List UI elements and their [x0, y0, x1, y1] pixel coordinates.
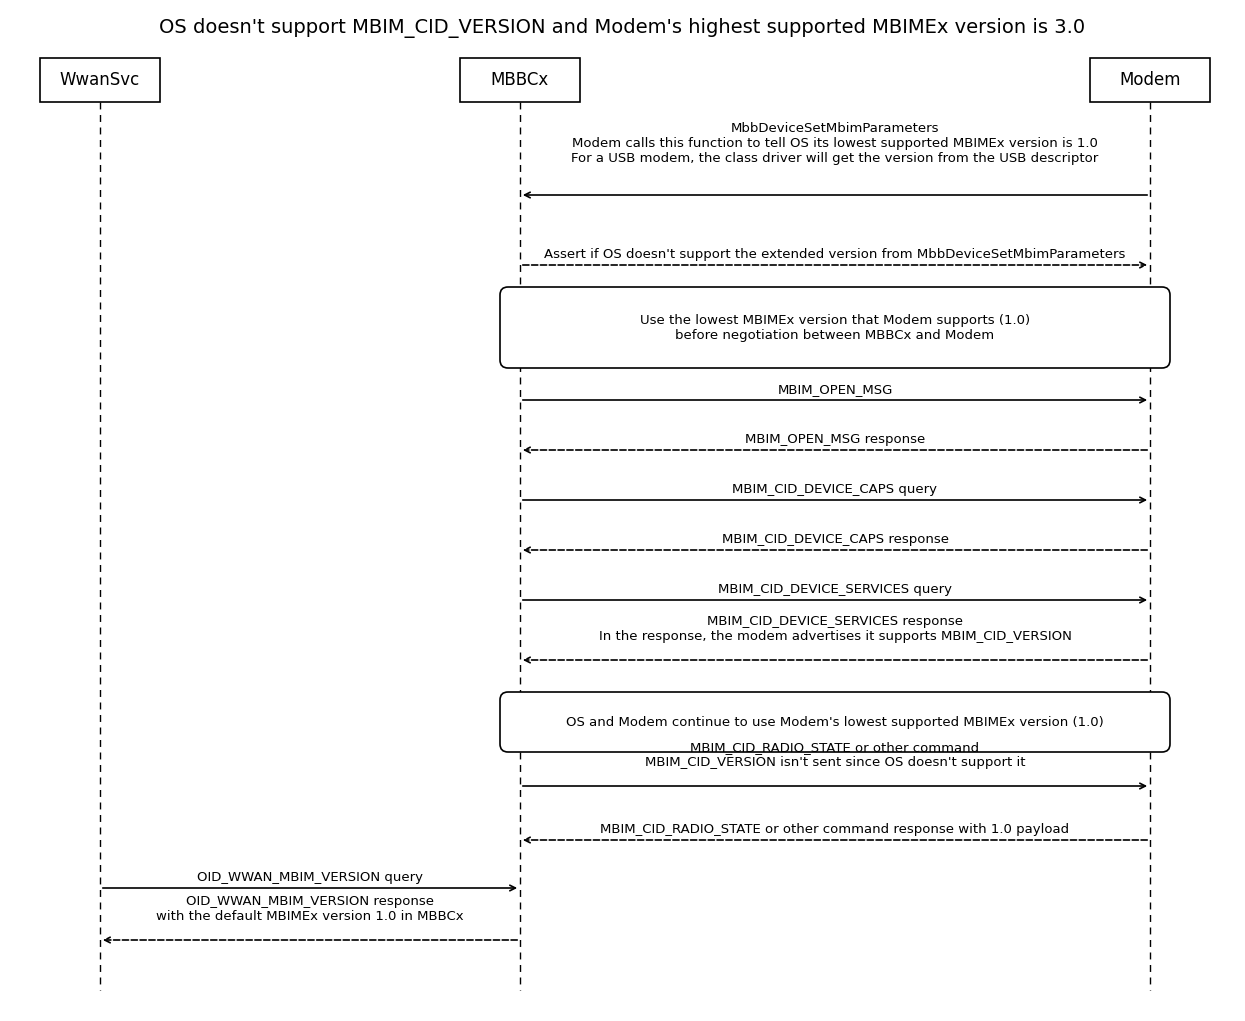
Text: MBIM_CID_RADIO_STATE or other command
MBIM_CID_VERSION isn't sent since OS doesn: MBIM_CID_RADIO_STATE or other command MB… — [645, 741, 1025, 769]
FancyBboxPatch shape — [40, 58, 161, 102]
Text: MBIM_CID_DEVICE_SERVICES response
In the response, the modem advertises it suppo: MBIM_CID_DEVICE_SERVICES response In the… — [599, 615, 1072, 643]
Text: OID_WWAN_MBIM_VERSION query: OID_WWAN_MBIM_VERSION query — [197, 871, 423, 884]
Text: WwanSvc: WwanSvc — [60, 71, 141, 89]
Text: OS doesn't support MBIM_CID_VERSION and Modem's highest supported MBIMEx version: OS doesn't support MBIM_CID_VERSION and … — [159, 18, 1086, 38]
Text: MBIM_OPEN_MSG: MBIM_OPEN_MSG — [777, 383, 893, 396]
Text: MBIM_CID_DEVICE_CAPS query: MBIM_CID_DEVICE_CAPS query — [732, 483, 937, 496]
Text: OS and Modem continue to use Modem's lowest supported MBIMEx version (1.0): OS and Modem continue to use Modem's low… — [566, 716, 1104, 729]
FancyBboxPatch shape — [500, 287, 1170, 368]
Text: Modem: Modem — [1119, 71, 1180, 89]
FancyBboxPatch shape — [459, 58, 580, 102]
Text: MBIM_OPEN_MSG response: MBIM_OPEN_MSG response — [745, 433, 925, 446]
Text: MBBCx: MBBCx — [491, 71, 549, 89]
Text: MBIM_CID_RADIO_STATE or other command response with 1.0 payload: MBIM_CID_RADIO_STATE or other command re… — [600, 823, 1069, 836]
Text: MBIM_CID_DEVICE_CAPS response: MBIM_CID_DEVICE_CAPS response — [722, 533, 949, 546]
FancyBboxPatch shape — [1091, 58, 1210, 102]
Text: MbbDeviceSetMbimParameters
Modem calls this function to tell OS its lowest suppo: MbbDeviceSetMbimParameters Modem calls t… — [571, 121, 1098, 165]
Text: Assert if OS doesn't support the extended version from MbbDeviceSetMbimParameter: Assert if OS doesn't support the extende… — [544, 248, 1125, 261]
FancyBboxPatch shape — [500, 692, 1170, 752]
Text: MBIM_CID_DEVICE_SERVICES query: MBIM_CID_DEVICE_SERVICES query — [718, 583, 952, 596]
Text: OID_WWAN_MBIM_VERSION response
with the default MBIMEx version 1.0 in MBBCx: OID_WWAN_MBIM_VERSION response with the … — [156, 895, 464, 923]
Text: Use the lowest MBIMEx version that Modem supports (1.0)
before negotiation betwe: Use the lowest MBIMEx version that Modem… — [640, 313, 1030, 341]
